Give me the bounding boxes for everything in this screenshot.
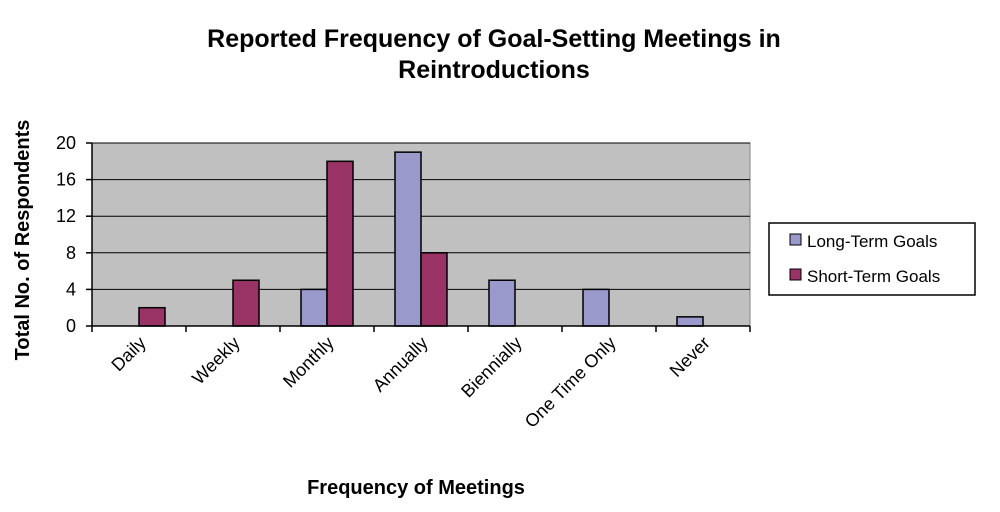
x-tick-label: Annually (369, 333, 432, 396)
x-tick-label: One Time Only (521, 333, 620, 432)
bar-long-term-goals-annually (394, 151, 422, 327)
bar-long-term-goals-never (676, 316, 704, 327)
legend-swatch-long-term (789, 233, 802, 246)
x-tick-label: Weekly (188, 333, 244, 389)
bars (138, 151, 704, 327)
legend-label-long-term: Long-Term Goals (807, 232, 937, 251)
bar-long-term-goals-biennially (488, 279, 516, 327)
legend: Long-Term Goals Short-Term Goals (768, 222, 976, 296)
legend-swatch-short-term (789, 268, 802, 281)
bar-short-term-goals-daily (138, 306, 166, 327)
legend-box (768, 222, 976, 296)
bar-short-term-goals-weekly (232, 279, 260, 327)
y-tick-label: 0 (66, 316, 76, 336)
x-tick-label: Daily (107, 333, 149, 375)
y-tick-label: 4 (66, 279, 76, 299)
x-axis-title: Frequency of Meetings (307, 477, 525, 499)
y-tick-label: 8 (66, 243, 76, 263)
y-tick-label: 20 (56, 133, 76, 153)
y-tick-labels: 0 4 8 12 16 20 (56, 133, 76, 336)
x-tick-label: Never (666, 333, 714, 381)
y-axis-title: Total No. of Respondents (12, 120, 34, 361)
axes (86, 142, 751, 332)
y-tick-label: 12 (56, 206, 76, 226)
bar-long-term-goals-one-time-only (582, 288, 610, 327)
chart-title-line-1: Reported Frequency of Goal-Setting Meeti… (207, 25, 781, 53)
bar-short-term-goals-annually (420, 252, 448, 327)
bar-long-term-goals-monthly (300, 288, 328, 327)
x-tick-label: Biennially (457, 333, 526, 402)
chart-title-line-2: Reintroductions (398, 56, 590, 84)
bar-short-term-goals-monthly (326, 160, 354, 327)
x-tick-label: Monthly (279, 333, 338, 392)
legend-label-short-term: Short-Term Goals (807, 267, 940, 286)
y-tick-label: 16 (56, 170, 76, 190)
x-tick-labels: Daily Weekly Monthly Annually BienniallyOne … (107, 333, 713, 432)
